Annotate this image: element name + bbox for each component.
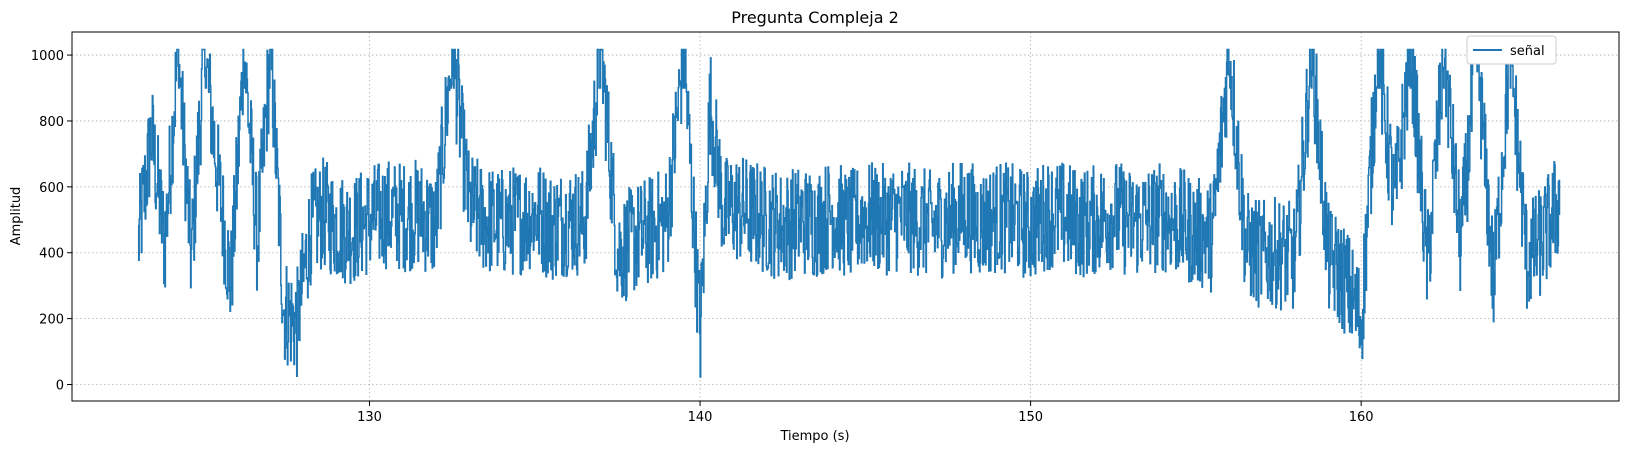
legend-box <box>1466 35 1557 65</box>
y-tick-label: 200 <box>39 313 64 328</box>
y-tick-label: 600 <box>39 181 64 196</box>
plot-area <box>137 48 1561 378</box>
y-tick-label: 800 <box>39 115 64 130</box>
y-axis: 0 200 400 600 800 1000 <box>31 49 72 394</box>
x-tick-label: 160 <box>1349 410 1374 425</box>
y-tick-label: 1000 <box>31 49 64 64</box>
y-tick-label: 0 <box>56 379 64 394</box>
legend-entry-label: señal <box>1510 44 1545 59</box>
y-axis-label: Amplitud <box>9 187 24 246</box>
x-tick-label: 130 <box>357 410 382 425</box>
x-tick-label: 150 <box>1018 410 1043 425</box>
x-axis-label: Tiempo (s) <box>779 429 849 444</box>
series-line-senal <box>137 48 1561 378</box>
legend: señal <box>1466 35 1557 65</box>
plot-frame <box>71 31 1620 402</box>
chart-title: Pregunta Compleja 2 <box>731 8 899 27</box>
x-tick-label: 140 <box>688 410 713 425</box>
y-tick-label: 400 <box>39 247 64 262</box>
x-axis: 130 140 150 160 <box>357 401 1374 425</box>
